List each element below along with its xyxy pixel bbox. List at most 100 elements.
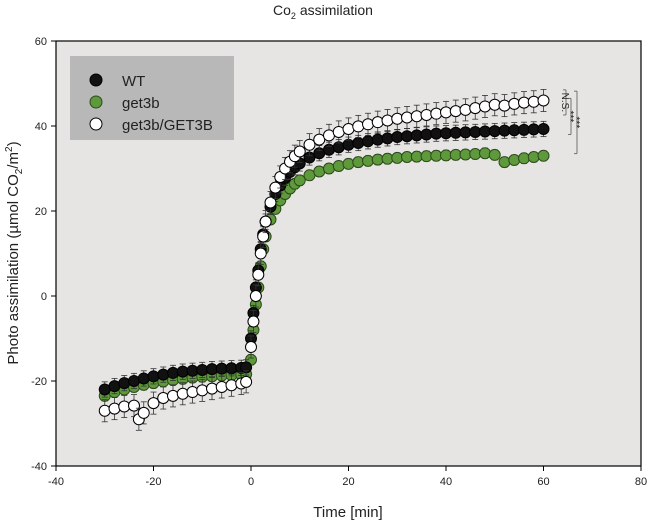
legend-label-get3b: get3b <box>122 95 160 112</box>
data-point <box>469 102 482 115</box>
data-point <box>128 399 140 412</box>
data-point <box>362 135 374 148</box>
x-tick-label: -20 <box>146 476 162 488</box>
data-point <box>293 145 306 158</box>
y-tick-label: -20 <box>31 376 47 388</box>
y-axis-label-mid: /m <box>5 152 22 169</box>
data-point <box>410 110 423 123</box>
data-point <box>449 105 462 118</box>
y-tick-label: 0 <box>41 291 47 303</box>
data-point <box>420 108 433 121</box>
data-point <box>254 247 267 260</box>
legend: WT get3b get3b/GET3B <box>70 56 234 140</box>
data-point <box>167 389 179 402</box>
data-point <box>157 368 170 381</box>
data-point <box>252 268 265 281</box>
data-point <box>508 154 521 166</box>
data-point <box>342 157 355 170</box>
x-tick-label: 20 <box>342 476 354 488</box>
data-point <box>342 122 355 135</box>
y-tick-label: 60 <box>35 36 47 48</box>
y-axis: -40 -20 0 20 40 60 <box>31 36 56 473</box>
x-tick-label: 0 <box>248 476 254 488</box>
data-point <box>128 375 140 387</box>
data-point <box>186 386 199 399</box>
data-point <box>537 94 550 107</box>
x-tick-label: 60 <box>537 476 549 488</box>
significance-label: *** <box>564 111 575 123</box>
data-point <box>225 379 238 392</box>
data-point <box>362 118 374 131</box>
data-point <box>332 159 345 172</box>
x-tick-label: -40 <box>48 476 64 488</box>
x-tick-label: 40 <box>440 476 452 488</box>
significance-label: N.S. <box>559 93 570 112</box>
legend-marker-get3b <box>89 95 103 109</box>
data-point <box>488 148 501 161</box>
data-point <box>176 387 189 400</box>
data-point <box>352 156 365 169</box>
y-axis-label-sub: 2 <box>14 168 25 174</box>
data-point <box>342 138 355 151</box>
data-point <box>430 107 443 120</box>
data-point <box>196 384 209 397</box>
data-point <box>249 290 262 302</box>
data-point <box>381 114 394 127</box>
chart-title-rest: assimilation <box>296 2 373 18</box>
data-point <box>313 133 326 146</box>
data-point <box>257 230 270 243</box>
data-point <box>479 147 491 160</box>
data-point <box>259 215 272 228</box>
y-axis-label-end: ) <box>5 141 22 146</box>
data-point <box>371 133 384 146</box>
data-point <box>167 366 179 379</box>
y-tick-label: 20 <box>35 206 47 218</box>
data-point <box>459 103 472 116</box>
legend-marker-wt <box>89 73 103 87</box>
data-point <box>118 377 131 390</box>
data-point <box>137 406 150 419</box>
y-axis-label-sup: 2 <box>4 146 15 152</box>
x-axis: -40 -20 0 20 40 60 80 <box>48 466 647 488</box>
data-point <box>518 152 530 165</box>
data-point <box>206 382 218 395</box>
y-axis-label: Photo assimilation (µmol CO2/m2) <box>4 141 25 364</box>
legend-marker-get3b-get3b <box>89 117 103 131</box>
chart-title-main: Co <box>273 2 291 18</box>
data-point <box>401 111 413 124</box>
data-point <box>537 122 550 135</box>
data-point <box>371 116 384 129</box>
data-point <box>498 156 511 169</box>
data-point <box>147 397 160 410</box>
data-point <box>269 181 282 194</box>
x-tick-label: 80 <box>635 476 647 488</box>
data-point <box>391 112 404 125</box>
data-point <box>293 174 306 187</box>
data-point <box>264 196 277 209</box>
data-point <box>362 154 374 167</box>
legend-label-get3b-get3b: get3b/GET3B <box>122 117 213 134</box>
data-point <box>215 380 228 393</box>
data-point <box>527 151 540 164</box>
data-point <box>240 375 253 388</box>
data-point <box>352 137 365 149</box>
y-tick-label: -40 <box>31 461 47 473</box>
data-point <box>137 372 150 385</box>
data-point <box>537 149 550 162</box>
data-point <box>147 370 160 383</box>
data-point <box>498 99 511 112</box>
series-layer <box>98 89 550 431</box>
y-axis-label-main: Photo assimilation (µmol CO <box>5 174 22 364</box>
data-point <box>247 315 260 328</box>
legend-label-wt: WT <box>122 73 145 90</box>
x-axis-label: Time [min] <box>313 504 382 521</box>
data-point <box>303 138 316 151</box>
data-point <box>98 404 111 417</box>
data-point <box>527 95 540 108</box>
data-point <box>245 341 257 353</box>
data-point <box>108 402 121 415</box>
significance-label: *** <box>570 117 581 129</box>
data-point <box>323 162 335 175</box>
